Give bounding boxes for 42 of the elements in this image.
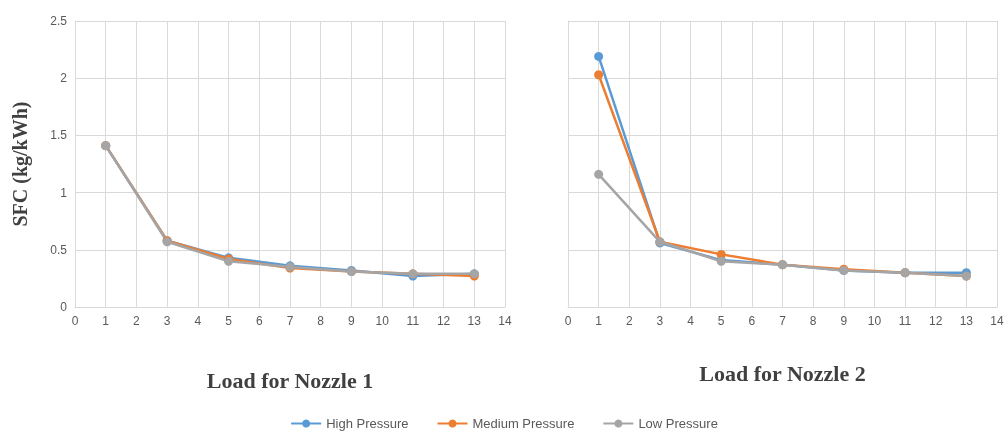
y-tick-label: 0.5 — [50, 242, 68, 257]
legend-label: Medium Pressure — [472, 416, 575, 431]
x-tick-label: 12 — [929, 314, 943, 328]
x-tick-label: 13 — [467, 314, 482, 328]
x-tick-label: 14 — [498, 314, 512, 328]
x-tick-label: 0 — [564, 314, 572, 328]
x-axis-title: Load for Nozzle 2 — [699, 360, 866, 386]
x-tick-label: 9 — [840, 314, 848, 328]
x-tick-label: 8 — [317, 314, 325, 328]
x-tick-label: 0 — [71, 314, 79, 328]
x-tick-label: 10 — [375, 314, 390, 328]
y-tick-label: 0 — [60, 300, 68, 314]
x-tick-label: 1 — [595, 314, 603, 328]
x-tick-label: 6 — [748, 314, 756, 328]
legend-label: High Pressure — [326, 416, 409, 431]
x-tick-label: 6 — [255, 314, 263, 328]
x-tick-label: 5 — [225, 314, 233, 328]
x-tick-label: 13 — [959, 314, 974, 328]
y-tick-label: 2.5 — [50, 14, 68, 28]
legend-label: Low Pressure — [638, 416, 718, 431]
x-tick-label: 2 — [133, 314, 141, 328]
x-tick-label: 3 — [656, 314, 664, 328]
x-axis-title: Load for Nozzle 1 — [206, 367, 374, 393]
x-tick-label: 4 — [687, 314, 695, 328]
x-tick-label: 9 — [348, 314, 356, 328]
x-tick-label: 1 — [102, 314, 110, 328]
y-tick-label: 1 — [60, 185, 68, 200]
y-tick-label: 1.5 — [50, 128, 68, 143]
x-tick-label: 12 — [436, 314, 451, 328]
y-tick-label: 2 — [60, 71, 68, 86]
x-tick-label: 8 — [809, 314, 817, 328]
x-tick-label: 7 — [286, 314, 294, 328]
x-tick-label: 11 — [898, 314, 912, 328]
x-tick-label: 2 — [625, 314, 633, 328]
x-tick-label: 5 — [717, 314, 725, 328]
x-tick-label: 4 — [194, 314, 202, 328]
x-tick-label: 3 — [163, 314, 171, 328]
y-axis-title: SFC (kg/kWh) — [9, 101, 32, 227]
x-tick-label: 10 — [867, 314, 882, 328]
x-tick-label: 7 — [779, 314, 787, 328]
x-tick-label: 14 — [990, 314, 1004, 328]
x-tick-label: 11 — [406, 314, 420, 328]
